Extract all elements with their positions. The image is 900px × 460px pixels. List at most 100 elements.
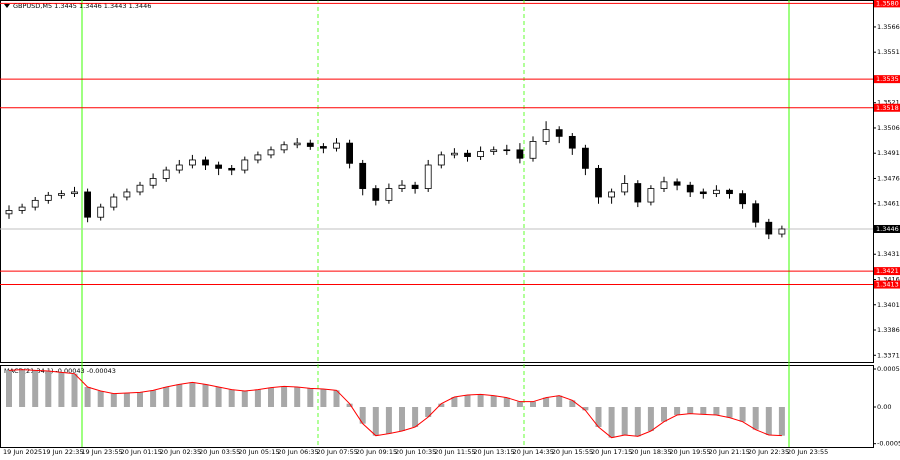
macd-bar bbox=[752, 407, 759, 430]
candle-body bbox=[254, 154, 262, 161]
level-label: 1.3413 bbox=[876, 281, 899, 289]
macd-bar bbox=[137, 392, 143, 407]
macd-bar bbox=[556, 395, 563, 407]
symbol-arrow bbox=[4, 4, 10, 8]
candle-body bbox=[608, 191, 615, 198]
macd-bar bbox=[346, 403, 353, 407]
macd-tick-label: -0.00055 bbox=[877, 440, 900, 448]
x-tick-label: 20 Jun 23:55 bbox=[787, 448, 828, 456]
macd-bar bbox=[595, 407, 602, 427]
macd-bar bbox=[503, 397, 510, 407]
candle-body bbox=[267, 149, 275, 156]
candle-body bbox=[621, 183, 629, 193]
level-label-bg bbox=[874, 75, 900, 84]
level-label: 1.3518 bbox=[876, 104, 899, 112]
candle-body bbox=[372, 188, 380, 201]
level-label-bg bbox=[874, 280, 900, 289]
macd-bar bbox=[359, 407, 366, 424]
candle-body bbox=[398, 184, 406, 189]
macd-bar bbox=[661, 407, 667, 422]
macd-bar bbox=[372, 407, 379, 436]
candle-body bbox=[44, 194, 52, 201]
candle-body bbox=[215, 164, 223, 169]
macd-bar bbox=[84, 387, 91, 407]
candle-body bbox=[424, 164, 432, 189]
macd-bar bbox=[281, 386, 288, 407]
candle-body bbox=[673, 181, 681, 186]
candle-body bbox=[241, 159, 249, 171]
macd-bar bbox=[530, 401, 536, 407]
candle-body bbox=[699, 191, 707, 195]
x-tick-label: 19 Jun 23:55 bbox=[81, 448, 122, 456]
macd-bar bbox=[490, 395, 497, 407]
macd-bar bbox=[385, 407, 392, 434]
candle-body bbox=[84, 191, 91, 218]
macd-bar bbox=[215, 387, 222, 407]
level-label-bg bbox=[874, 103, 900, 112]
y-tick-label: 1.3521 bbox=[877, 99, 900, 107]
macd-bar bbox=[6, 370, 12, 407]
level-label: 1.3580 bbox=[876, 0, 899, 7]
current-price-label: 1.3446 bbox=[876, 225, 899, 233]
candle-body bbox=[464, 152, 471, 157]
x-tick-label: 20 Jun 13:15 bbox=[473, 448, 514, 456]
macd-bar bbox=[294, 387, 301, 407]
candle-body bbox=[582, 147, 589, 169]
candle-body bbox=[595, 167, 602, 198]
macd-bar bbox=[241, 391, 248, 407]
macd-bar bbox=[713, 407, 720, 415]
candle-body bbox=[280, 144, 288, 151]
candle-body bbox=[660, 181, 668, 189]
macd-bar bbox=[543, 397, 550, 407]
macd-bar bbox=[110, 393, 117, 407]
x-tick-label: 20 Jun 07:55 bbox=[317, 448, 358, 456]
y-tick-label: 1.3371 bbox=[877, 351, 900, 359]
y-tick-label: 1.3491 bbox=[877, 149, 900, 157]
candle-body bbox=[58, 193, 65, 196]
level-label-bg bbox=[874, 267, 900, 276]
candle-body bbox=[385, 188, 393, 201]
chart-title: GBPUSD,M5 1.3445 1.3446 1.3443 1.3446 bbox=[13, 2, 151, 10]
candle-body bbox=[5, 210, 13, 215]
candle-body bbox=[359, 162, 367, 189]
x-tick-label: 20 Jun 01:15 bbox=[121, 448, 162, 456]
candle-body bbox=[411, 184, 419, 189]
y-tick-label: 1.3566 bbox=[877, 23, 900, 31]
macd-bar bbox=[700, 407, 707, 415]
macd-bar bbox=[228, 389, 235, 407]
x-tick-label: 20 Jun 18:35 bbox=[630, 448, 671, 456]
candle-body bbox=[503, 149, 511, 152]
x-tick-label: 20 Jun 11:55 bbox=[434, 448, 475, 456]
macd-bar bbox=[412, 407, 419, 427]
y-tick-label: 1.3461 bbox=[877, 200, 900, 208]
separators bbox=[81, 0, 790, 447]
candle-body bbox=[555, 129, 563, 137]
macd-bar bbox=[451, 397, 458, 407]
candle-body bbox=[123, 191, 131, 198]
level-label-bg bbox=[874, 0, 900, 8]
candle-body bbox=[477, 151, 485, 157]
macd-bar bbox=[687, 407, 694, 414]
macd-bar bbox=[268, 387, 274, 407]
macd-bar bbox=[778, 407, 785, 436]
candle-body bbox=[713, 189, 720, 195]
y-tick-label: 1.3506 bbox=[877, 124, 900, 132]
x-tick-label: 20 Jun 19:55 bbox=[669, 448, 710, 456]
candle-body bbox=[346, 142, 354, 164]
candle-body bbox=[490, 149, 498, 152]
macd-bar bbox=[464, 395, 471, 407]
x-tick-label: 19 Jun 2025 bbox=[3, 448, 42, 456]
macd-bar bbox=[19, 369, 26, 407]
macd-bar bbox=[254, 389, 261, 407]
x-tick-label: 20 Jun 02:35 bbox=[160, 448, 201, 456]
macd-bar bbox=[739, 407, 746, 422]
candle-body bbox=[31, 199, 39, 208]
macd-bar bbox=[320, 389, 327, 407]
y-tick-label: 1.3476 bbox=[877, 174, 900, 182]
macd-bar bbox=[477, 394, 484, 407]
level-label: 1.3421 bbox=[876, 267, 899, 275]
x-tick-label: 20 Jun 06:35 bbox=[277, 448, 318, 456]
macd-bar bbox=[189, 382, 196, 407]
